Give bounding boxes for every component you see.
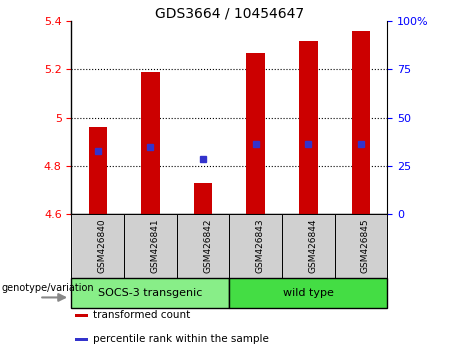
Bar — [141, 72, 160, 214]
Bar — [71, 214, 124, 278]
Text: GSM426842: GSM426842 — [203, 219, 212, 273]
Title: GDS3664 / 10454647: GDS3664 / 10454647 — [155, 6, 304, 20]
Bar — [89, 127, 107, 214]
Bar — [335, 214, 387, 278]
Bar — [247, 53, 265, 214]
Text: GSM426840: GSM426840 — [98, 219, 107, 273]
Bar — [282, 214, 335, 278]
Bar — [229, 278, 387, 308]
Text: transformed count: transformed count — [93, 310, 190, 320]
Bar — [352, 31, 370, 214]
Text: GSM426845: GSM426845 — [361, 219, 370, 273]
Bar — [299, 40, 318, 214]
Bar — [194, 183, 212, 214]
Text: SOCS-3 transgenic: SOCS-3 transgenic — [98, 288, 202, 298]
Text: GSM426844: GSM426844 — [308, 219, 317, 273]
Bar — [75, 314, 88, 317]
Text: genotype/variation: genotype/variation — [1, 284, 94, 293]
Bar — [177, 214, 229, 278]
Bar — [124, 214, 177, 278]
Text: percentile rank within the sample: percentile rank within the sample — [93, 334, 269, 344]
Text: wild type: wild type — [283, 288, 334, 298]
Bar — [75, 338, 88, 341]
Bar — [229, 214, 282, 278]
Text: GSM426841: GSM426841 — [150, 219, 160, 273]
Text: GSM426843: GSM426843 — [256, 219, 265, 273]
Bar — [71, 278, 229, 308]
